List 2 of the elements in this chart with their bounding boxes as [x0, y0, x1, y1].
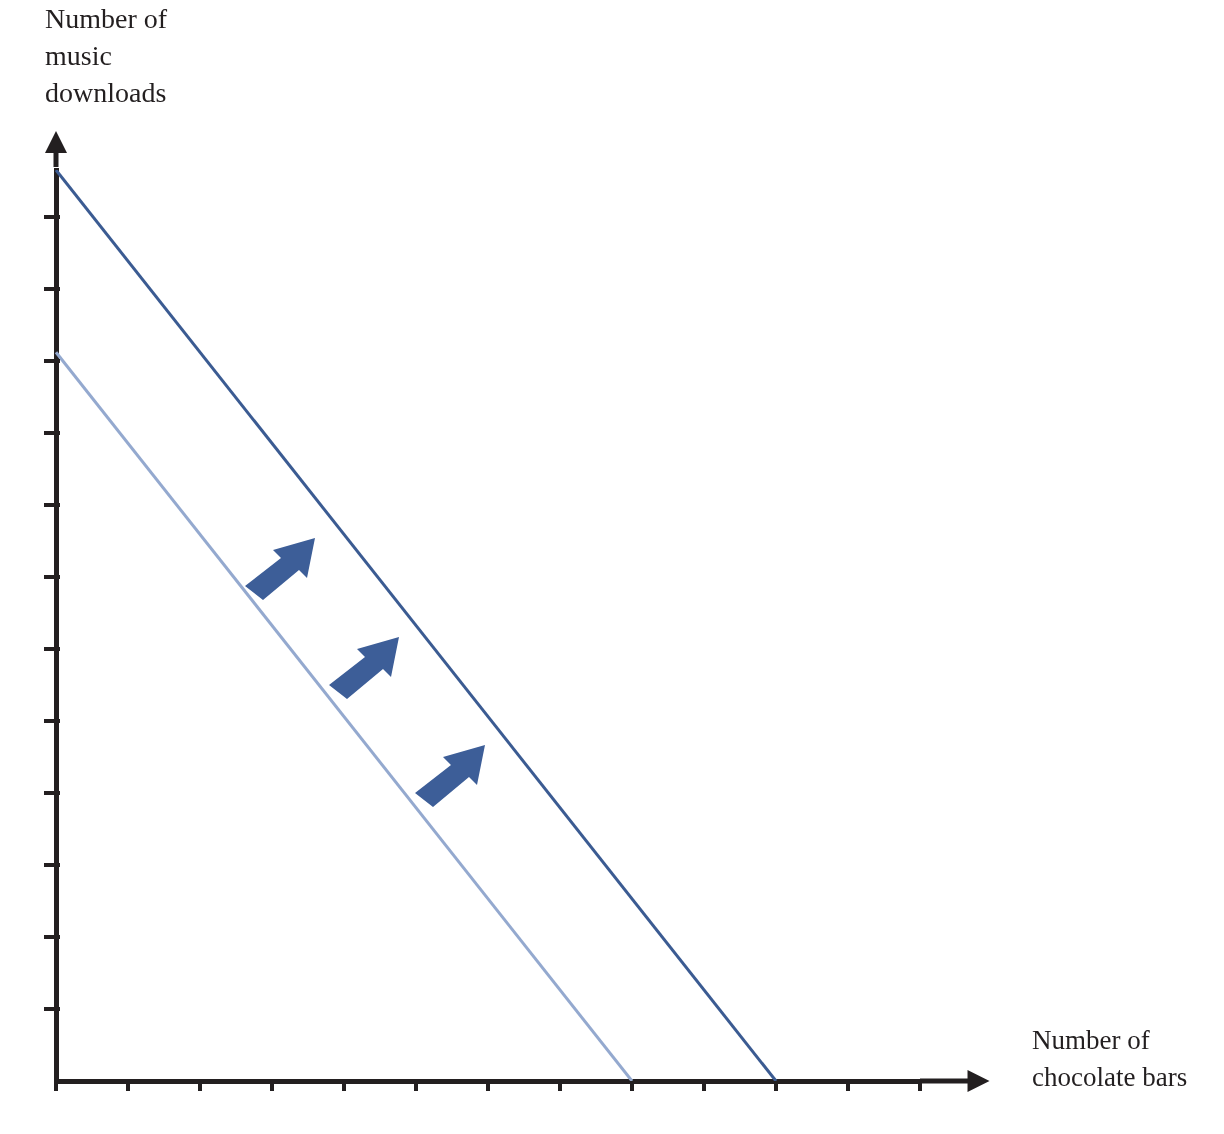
x-axis-title: Number of chocolate bars [1032, 1024, 1189, 1094]
y-axis-title: Number of music downloads [45, 2, 169, 110]
